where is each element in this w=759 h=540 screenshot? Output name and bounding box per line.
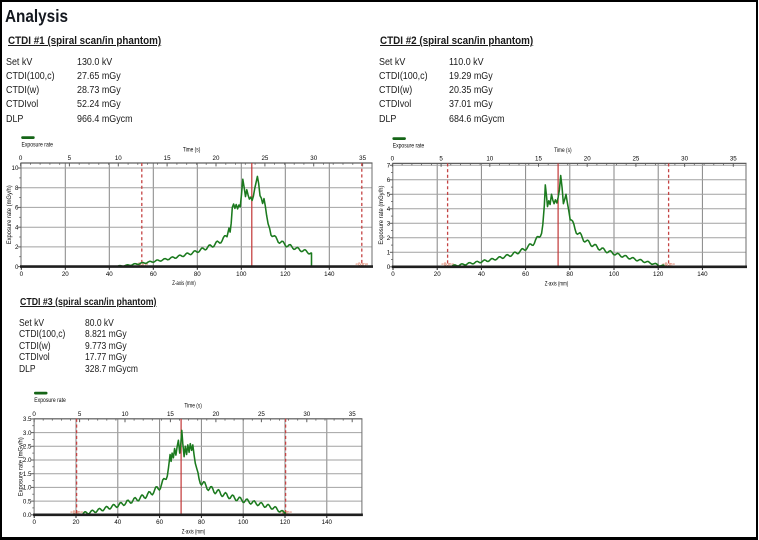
svg-text:40: 40 [114,519,121,526]
svg-text:10: 10 [486,156,493,163]
svg-text:25: 25 [632,156,639,163]
svg-text:0: 0 [19,155,23,162]
svg-text:25: 25 [258,411,265,418]
svg-text:5: 5 [78,411,82,418]
svg-text:20: 20 [434,271,441,278]
svg-text:15: 15 [535,156,542,163]
svg-text:20: 20 [62,271,69,278]
svg-text:2.0: 2.0 [23,457,32,464]
svg-text:15: 15 [167,411,174,418]
svg-text:60: 60 [150,271,157,278]
svg-text:3.0: 3.0 [23,430,32,437]
svg-text:20: 20 [73,519,80,526]
svg-text:140: 140 [324,271,335,278]
svg-text:Exposure rate: Exposure rate [393,143,425,150]
svg-text:60: 60 [522,271,529,278]
svg-text:100: 100 [236,271,247,278]
svg-text:Time (s): Time (s) [554,147,572,154]
svg-text:120: 120 [280,271,291,278]
svg-text:0: 0 [32,519,36,526]
svg-text:30: 30 [303,411,310,418]
svg-text:«8gn»: «8gn» [355,261,368,266]
svg-text:35: 35 [359,155,366,162]
svg-text:6: 6 [15,205,19,212]
svg-text:0.0: 0.0 [23,512,32,519]
svg-text:80: 80 [194,271,201,278]
svg-text:Time (s): Time (s) [184,402,202,409]
svg-text:Exposure rate: Exposure rate [34,397,66,404]
svg-text:40: 40 [478,271,485,278]
svg-text:3: 3 [387,221,391,228]
svg-text:«8gn»: «8gn» [279,510,292,515]
svg-text:0: 0 [391,156,395,163]
svg-text:35: 35 [730,156,737,163]
svg-text:Z-axis (mm): Z-axis (mm) [545,280,569,287]
svg-text:60: 60 [156,519,163,526]
svg-text:0: 0 [387,264,391,271]
svg-text:25: 25 [261,155,268,162]
svg-text:«8gn»: «8gn» [441,262,454,267]
svg-text:120: 120 [280,519,291,526]
svg-text:Time (s): Time (s) [183,147,201,154]
svg-text:140: 140 [697,271,708,278]
svg-text:0: 0 [391,271,395,278]
svg-text:Exposure rate (mGy/h): Exposure rate (mGy/h) [18,437,25,496]
svg-text:10: 10 [12,165,19,172]
svg-text:0.5: 0.5 [23,498,32,505]
svg-text:120: 120 [653,271,664,278]
svg-text:1.0: 1.0 [23,485,32,492]
svg-text:35: 35 [349,411,356,418]
svg-text:2: 2 [15,244,19,251]
svg-text:Exposure rate: Exposure rate [22,142,54,149]
svg-text:1.5: 1.5 [23,471,32,478]
svg-text:«8gn»: «8gn» [662,262,675,267]
svg-text:40: 40 [106,271,113,278]
svg-text:7: 7 [387,163,391,170]
svg-text:80: 80 [566,271,573,278]
svg-text:20: 20 [212,411,219,418]
svg-text:10: 10 [115,155,122,162]
svg-text:Exposure rate (mGy/h): Exposure rate (mGy/h) [6,185,13,244]
svg-text:«8gn»: «8gn» [135,261,148,266]
svg-text:5: 5 [68,155,72,162]
svg-text:15: 15 [164,155,171,162]
svg-text:6: 6 [387,177,391,184]
svg-text:2: 2 [387,235,391,242]
svg-text:30: 30 [310,155,317,162]
svg-text:3.5: 3.5 [23,416,32,423]
svg-text:4: 4 [387,206,391,213]
svg-text:20: 20 [584,156,591,163]
svg-text:100: 100 [609,271,620,278]
svg-text:2.5: 2.5 [23,444,32,451]
svg-text:140: 140 [322,519,333,526]
svg-text:4: 4 [15,224,19,231]
svg-text:8: 8 [15,185,19,192]
svg-text:20: 20 [213,155,220,162]
svg-text:0: 0 [20,271,24,278]
svg-text:«8gn»: «8gn» [70,510,83,515]
svg-text:10: 10 [122,411,129,418]
svg-text:30: 30 [681,156,688,163]
svg-text:100: 100 [238,519,249,526]
svg-text:1: 1 [387,250,391,257]
svg-text:5: 5 [387,192,391,199]
svg-text:0: 0 [15,264,19,271]
svg-text:Exposure rate (mGy/h): Exposure rate (mGy/h) [378,186,385,245]
svg-text:5: 5 [439,156,443,163]
svg-text:0: 0 [32,411,36,418]
svg-text:Z-axis (mm): Z-axis (mm) [182,528,206,535]
svg-text:80: 80 [198,519,205,526]
svg-text:Z-axis (mm): Z-axis (mm) [172,280,196,287]
